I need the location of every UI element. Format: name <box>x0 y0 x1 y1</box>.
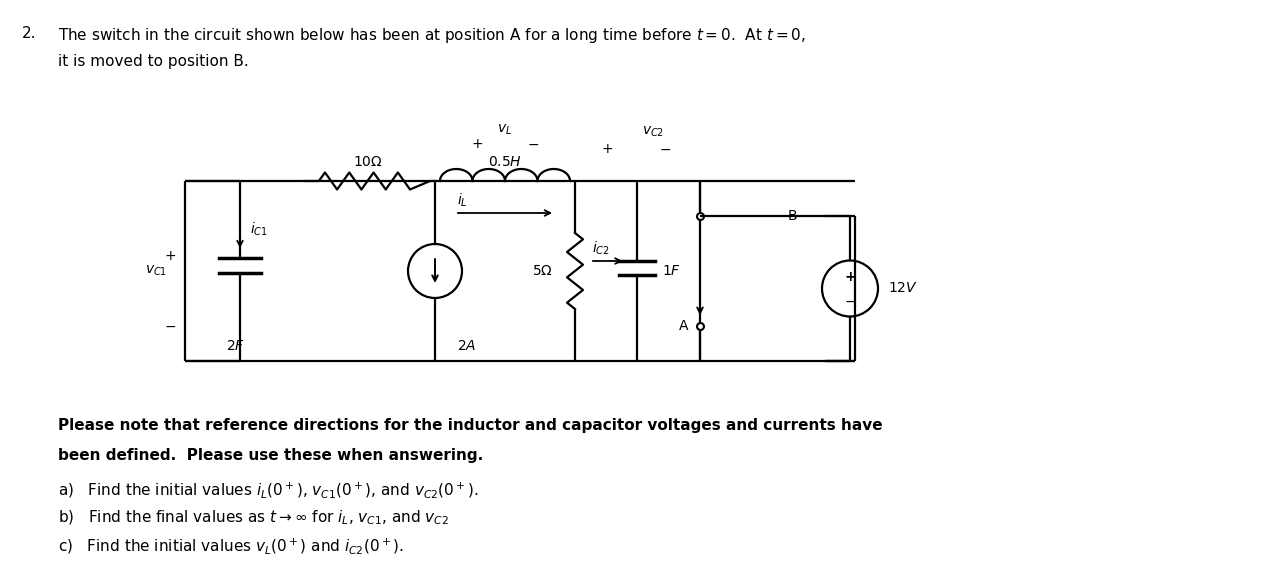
Text: 2.: 2. <box>22 26 36 41</box>
Text: B: B <box>787 209 797 223</box>
Text: $v_L$: $v_L$ <box>497 123 512 137</box>
Text: +: + <box>844 270 856 284</box>
Text: $-$: $-$ <box>164 319 176 333</box>
Text: been defined.  Please use these when answering.: been defined. Please use these when answ… <box>58 448 483 463</box>
Text: a)   Find the initial values $i_L(0^+)$, $v_{C1}(0^+)$, and $v_{C2}(0^+)$.: a) Find the initial values $i_L(0^+)$, $… <box>58 480 479 500</box>
Text: $-$: $-$ <box>660 142 672 156</box>
Text: +: + <box>164 249 176 263</box>
Text: $2A$: $2A$ <box>457 339 476 353</box>
Text: $-$: $-$ <box>526 137 539 151</box>
Text: $i_{C2}$: $i_{C2}$ <box>592 239 610 257</box>
Text: A: A <box>678 319 688 333</box>
Text: $v_{C1}$: $v_{C1}$ <box>145 264 167 278</box>
Text: $2F$: $2F$ <box>226 339 244 353</box>
Text: c)   Find the initial values $v_L(0^+)$ and $i_{C2}(0^+)$.: c) Find the initial values $v_L(0^+)$ an… <box>58 536 403 556</box>
Text: $12V$: $12V$ <box>889 281 918 295</box>
Text: $1F$: $1F$ <box>663 264 682 278</box>
Text: $10\Omega$: $10\Omega$ <box>353 155 383 169</box>
Text: it is moved to position B.: it is moved to position B. <box>58 54 249 69</box>
Text: $i_{C1}$: $i_{C1}$ <box>250 221 268 238</box>
Text: +: + <box>602 142 614 156</box>
Text: $0.5H$: $0.5H$ <box>488 155 521 169</box>
Text: $-$: $-$ <box>844 294 856 308</box>
Text: +: + <box>471 137 483 151</box>
Text: The switch in the circuit shown below has been at position A for a long time bef: The switch in the circuit shown below ha… <box>58 26 806 45</box>
Text: Please note that reference directions for the inductor and capacitor voltages an: Please note that reference directions fo… <box>58 418 882 433</box>
Text: $v_{C2}$: $v_{C2}$ <box>642 125 665 139</box>
Text: $5\Omega$: $5\Omega$ <box>532 264 553 278</box>
Text: b)   Find the final values as $t \rightarrow \infty$ for $i_L$, $v_{C1}$, and $v: b) Find the final values as $t \rightarr… <box>58 509 449 528</box>
Text: $i_L$: $i_L$ <box>457 192 467 209</box>
